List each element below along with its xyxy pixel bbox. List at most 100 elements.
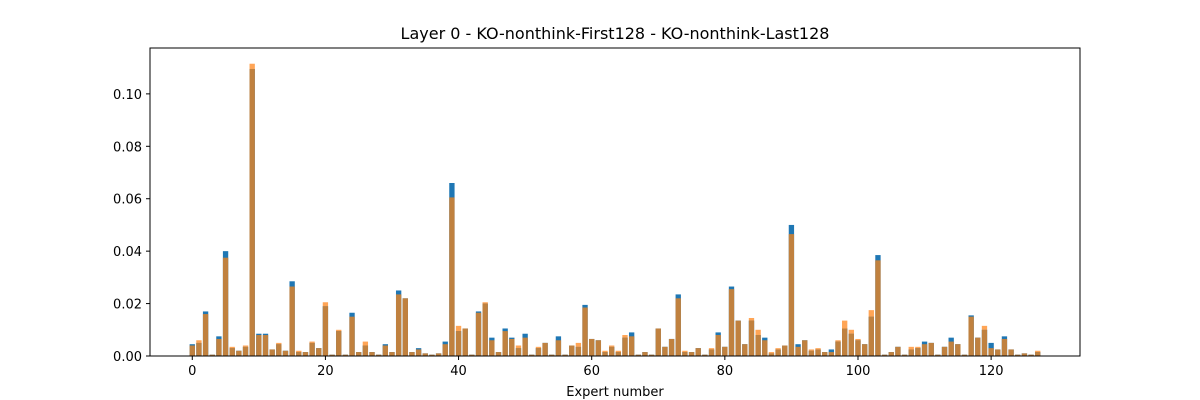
bar-overlap-94 — [815, 349, 821, 356]
bar-last128-44 — [482, 302, 488, 304]
bar-overlap-76 — [695, 348, 701, 356]
bars-group — [189, 63, 1041, 356]
bar-overlap-17 — [302, 352, 309, 356]
bar-overlap-7 — [236, 350, 242, 356]
bar-last128-102 — [868, 310, 874, 317]
bar-last128-62 — [602, 350, 608, 353]
bar-overlap-125 — [1021, 353, 1028, 356]
bar-overlap-49 — [515, 348, 522, 356]
bar-overlap-78 — [708, 349, 715, 356]
bar-last128-20 — [322, 302, 329, 307]
bar-overlap-74 — [682, 352, 688, 356]
bar-overlap-107 — [901, 354, 908, 356]
bar-last128-49 — [515, 345, 522, 349]
bar-overlap-93 — [808, 350, 815, 356]
y-tick-label: 0.10 — [113, 88, 142, 103]
bar-overlap-31 — [395, 294, 402, 356]
bar-overlap-30 — [389, 352, 395, 356]
bar-overlap-106 — [895, 346, 901, 356]
bar-last128-74 — [682, 350, 688, 353]
y-tick-label: 0.04 — [113, 245, 142, 260]
bar-last128-94 — [815, 348, 821, 350]
bar-last128-99 — [848, 329, 854, 334]
bar-overlap-64 — [615, 352, 621, 356]
bar-last128-1 — [196, 340, 202, 343]
bar-overlap-18 — [309, 342, 315, 356]
bar-last128-85 — [755, 329, 761, 336]
bar-overlap-45 — [489, 340, 495, 356]
x-tick-label: 120 — [979, 364, 1004, 379]
bar-overlap-117 — [968, 316, 974, 356]
bar-overlap-3 — [209, 354, 215, 356]
bar-overlap-46 — [495, 352, 502, 356]
bar-overlap-59 — [582, 307, 588, 356]
x-axis-label: Expert number — [566, 385, 664, 400]
bar-overlap-96 — [828, 352, 835, 356]
bar-overlap-10 — [256, 335, 262, 356]
bar-overlap-89 — [782, 345, 788, 356]
bar-overlap-28 — [376, 354, 382, 356]
bar-overlap-82 — [735, 320, 741, 356]
x-tick-label: 100 — [846, 364, 871, 379]
bar-overlap-23 — [342, 354, 349, 356]
bar-overlap-73 — [675, 298, 681, 356]
bar-overlap-69 — [648, 354, 655, 356]
bar-last128-58 — [575, 342, 582, 347]
bar-overlap-77 — [702, 354, 708, 356]
bar-overlap-37 — [435, 353, 442, 356]
bar-overlap-56 — [562, 354, 568, 356]
bar-overlap-6 — [229, 348, 235, 356]
y-tick-label: 0.08 — [113, 140, 142, 155]
bar-overlap-98 — [842, 328, 848, 356]
bar-overlap-72 — [668, 338, 675, 356]
bar-overlap-104 — [881, 354, 888, 356]
bar-overlap-66 — [628, 336, 635, 356]
bar-overlap-113 — [941, 346, 948, 356]
bar-overlap-102 — [868, 316, 874, 356]
bar-overlap-15 — [289, 286, 295, 356]
bar-overlap-5 — [222, 257, 229, 356]
bar-last128-26 — [362, 341, 369, 346]
bar-overlap-68 — [642, 352, 648, 356]
bar-overlap-26 — [362, 345, 369, 356]
bar-last128-6 — [229, 346, 235, 349]
bar-overlap-54 — [549, 354, 555, 356]
bar-last128-87 — [768, 352, 775, 354]
bar-overlap-116 — [961, 354, 968, 356]
bar-last128-119 — [981, 325, 988, 330]
bar-overlap-9 — [249, 68, 255, 356]
bar-overlap-51 — [529, 354, 535, 356]
plot-area-frame — [149, 47, 1081, 357]
bar-overlap-62 — [602, 352, 608, 356]
x-tick-label: 0 — [188, 364, 196, 379]
bar-overlap-12 — [269, 349, 275, 356]
bar-overlap-124 — [1015, 354, 1021, 356]
x-tick-label: 80 — [717, 364, 734, 379]
bar-overlap-47 — [502, 331, 508, 356]
bar-overlap-20 — [322, 306, 329, 356]
bar-overlap-25 — [356, 352, 362, 356]
bar-overlap-14 — [282, 350, 289, 356]
bar-overlap-53 — [542, 342, 548, 356]
y-tick-label: 0.00 — [113, 350, 142, 365]
bar-overlap-75 — [688, 352, 695, 356]
x-tick-label: 20 — [317, 364, 334, 379]
bar-overlap-52 — [535, 348, 542, 356]
bar-overlap-95 — [822, 352, 828, 356]
bar-overlap-48 — [509, 338, 515, 356]
bar-last128-108 — [908, 346, 914, 350]
bar-overlap-38 — [442, 344, 448, 356]
bar-overlap-16 — [296, 352, 302, 356]
bar-last128-97 — [835, 340, 841, 342]
bar-overlap-29 — [382, 345, 388, 356]
bar-overlap-86 — [762, 340, 768, 356]
chart-title: Layer 0 - KO-nonthink-First128 - KO-nont… — [401, 24, 830, 43]
bar-overlap-71 — [662, 346, 668, 356]
x-tick-label: 40 — [450, 364, 467, 379]
y-tick-label: 0.02 — [113, 298, 142, 313]
bar-overlap-85 — [755, 335, 761, 356]
bar-last128-127 — [1035, 350, 1041, 353]
bar-overlap-50 — [522, 337, 528, 356]
bar-overlap-126 — [1028, 354, 1034, 356]
